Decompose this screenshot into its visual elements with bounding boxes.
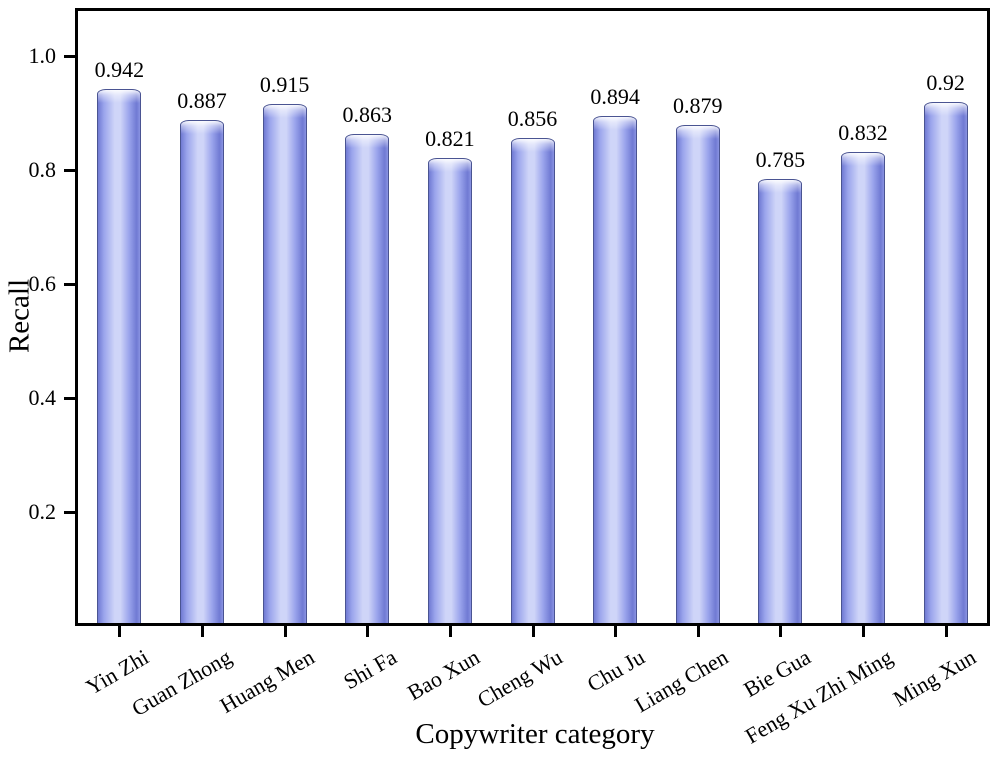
bar-value-label: 0.832 xyxy=(838,120,888,145)
bar-liang-chen xyxy=(675,125,720,623)
plot-area: 0.942 0.887 0.915 0.863 0.821 0.856 0.894 0.879… xyxy=(75,8,990,626)
x-axis-tick xyxy=(862,626,866,637)
y-tick-label: 0.6 xyxy=(28,271,57,296)
y-axis-tick xyxy=(64,283,75,286)
x-axis-tick xyxy=(366,626,370,637)
bar-feng-xu-zhi-ming xyxy=(841,152,886,623)
bar-value-label: 0.887 xyxy=(177,88,227,113)
bar-bao-xun xyxy=(427,158,472,623)
x-category-label: Cheng Wu xyxy=(473,644,567,713)
x-axis-tick xyxy=(944,626,948,637)
bar-shi-fa xyxy=(345,134,390,623)
x-axis-tick xyxy=(614,626,618,637)
y-tick-label: 0.2 xyxy=(28,499,57,524)
bar-chu-ju xyxy=(593,116,638,623)
x-category-label: Chu Ju xyxy=(583,644,650,697)
y-axis-tick xyxy=(64,511,75,514)
bar-value-label: 0.879 xyxy=(673,93,723,118)
x-axis-title: Copywriter category xyxy=(415,718,655,750)
y-tick-label: 0.8 xyxy=(28,157,57,182)
x-axis-tick xyxy=(531,626,535,637)
bar-ming-xun xyxy=(923,102,968,623)
x-axis-tick xyxy=(779,626,783,637)
x-axis-tick xyxy=(118,626,122,637)
x-category-label: Bao Xun xyxy=(403,644,484,706)
bar-value-label: 0.821 xyxy=(425,126,475,151)
x-axis-tick xyxy=(696,626,700,637)
x-axis-tick xyxy=(283,626,287,637)
bar-value-label: 0.942 xyxy=(94,57,145,82)
bar-cheng-wu xyxy=(510,138,555,623)
x-category-label: Shi Fa xyxy=(339,644,402,695)
x-category-label: Ming Xun xyxy=(888,644,980,712)
y-tick-label: 1.0 xyxy=(28,43,57,68)
bar-guan-zhong xyxy=(179,120,224,623)
bar-value-label: 0.856 xyxy=(507,106,558,131)
bar-value-label: 0.785 xyxy=(755,147,806,172)
y-axis-title: Recall xyxy=(3,278,36,354)
bar-value-label: 0.894 xyxy=(590,84,640,109)
x-category-label: Huang Men xyxy=(215,644,319,719)
y-axis-tick xyxy=(64,55,75,58)
x-axis-tick xyxy=(200,626,204,637)
bar-huang-men xyxy=(262,104,307,623)
bar-value-label: 0.863 xyxy=(342,102,392,127)
x-axis-tick xyxy=(448,626,452,637)
bar-bie-gua xyxy=(758,179,803,623)
y-tick-label: 0.4 xyxy=(28,385,57,410)
y-axis-tick xyxy=(64,397,75,400)
bar-value-label: 0.92 xyxy=(926,70,965,95)
bar-value-label: 0.915 xyxy=(259,72,310,97)
bar-yin-zhi xyxy=(97,89,142,623)
x-category-label: Liang Chen xyxy=(629,644,732,718)
y-axis-tick xyxy=(64,169,75,172)
